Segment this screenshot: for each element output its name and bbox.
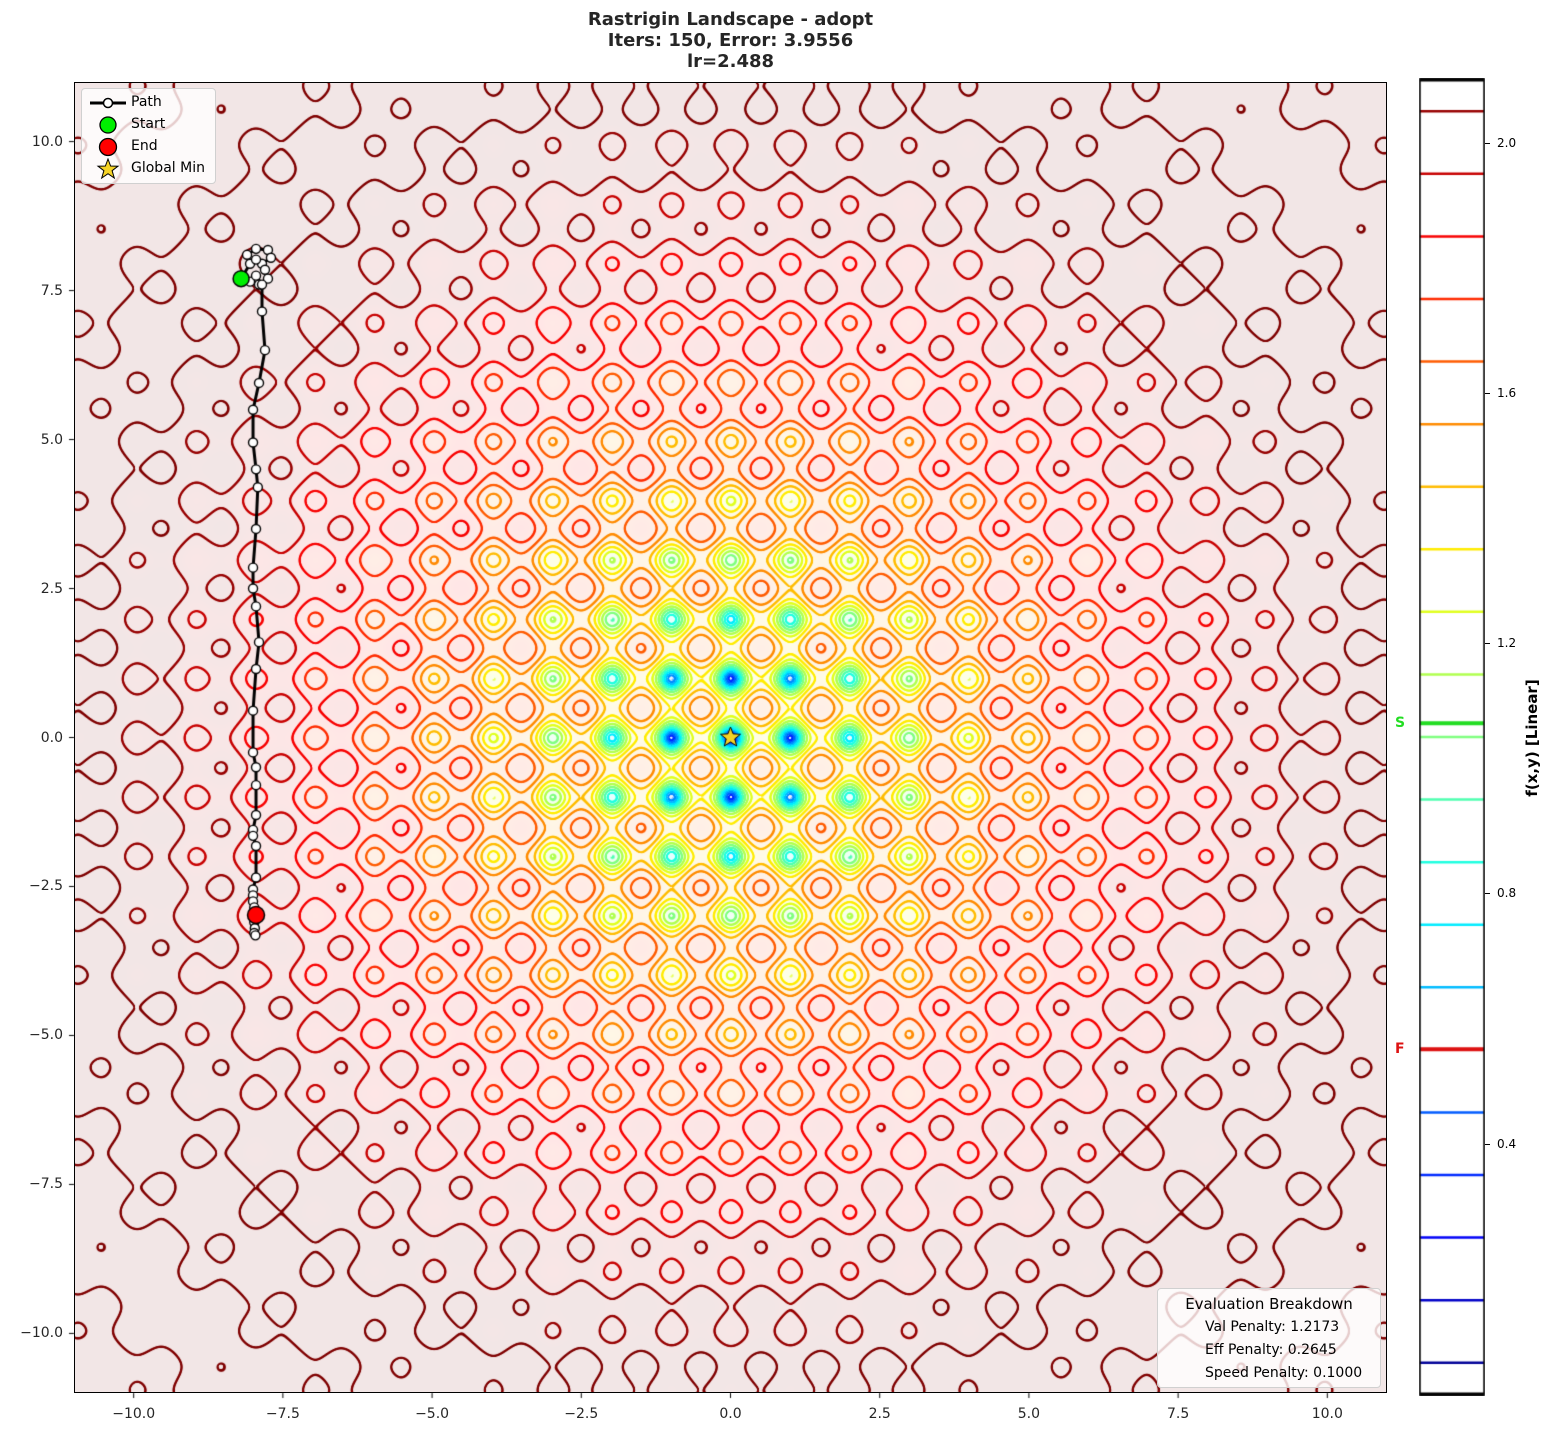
star-icon (96, 158, 120, 180)
x-tick-label: 7.5 (1166, 1406, 1190, 1422)
colorbar-tick-label: 1.2 (1497, 636, 1517, 651)
y-tick-label: 0.0 (40, 729, 63, 746)
legend-item-start: Start (82, 114, 215, 136)
plot-frame (74, 82, 1387, 1393)
y-tick-label: −10.0 (20, 1325, 63, 1342)
x-tick-label: −2.5 (564, 1406, 599, 1422)
colorbar-tick-mark (1485, 142, 1490, 144)
colorbar-start-marker: S (1395, 715, 1406, 732)
evaluation-breakdown-box: Evaluation Breakdown Val Penalty: 1.2173… (1157, 1288, 1381, 1388)
colorbar-final-marker: F (1395, 1041, 1405, 1058)
colorbar-tick-mark (1485, 643, 1490, 645)
colorbar-tick-label: 0.4 (1497, 1136, 1517, 1151)
x-tick-label: −5.0 (415, 1406, 450, 1422)
legend-item-global-min: Global Min (82, 158, 215, 180)
x-tick-label: 2.5 (868, 1406, 891, 1422)
x-tick-label: 0.0 (719, 1406, 742, 1422)
legend-label: End (131, 138, 158, 154)
y-tick-label: −7.5 (29, 1176, 63, 1193)
y-tick-label: −2.5 (29, 878, 63, 895)
start-circle-icon (99, 116, 117, 134)
x-tick-label: 10.0 (1311, 1406, 1343, 1422)
legend-item-end: End (82, 136, 215, 158)
evaluation-title: Evaluation Breakdown (1185, 1295, 1353, 1313)
x-tick-label: −7.5 (265, 1406, 300, 1422)
x-tick-label: −10.0 (112, 1406, 156, 1422)
legend-item-path: Path (82, 92, 215, 114)
end-circle-icon (98, 137, 118, 157)
path-line-icon (90, 97, 126, 109)
colorbar-tick-mark (1485, 1143, 1490, 1145)
eff-penalty: Eff Penalty: 0.2645 (1205, 1342, 1337, 1358)
y-tick-label: 10.0 (31, 133, 63, 150)
colorbar-tick-mark (1485, 392, 1490, 394)
legend-label: Global Min (131, 160, 205, 176)
legend: Path Start End Global Min (81, 88, 216, 184)
y-tick-label: −5.0 (29, 1027, 63, 1044)
colorbar-tick-label: 2.0 (1497, 135, 1517, 150)
legend-label: Path (131, 94, 162, 110)
y-tick-label: 2.5 (40, 580, 63, 597)
colorbar (1419, 78, 1485, 1396)
y-tick-label: 5.0 (40, 431, 63, 448)
y-tick-label: 7.5 (40, 282, 63, 299)
x-tick-label: 5.0 (1017, 1406, 1041, 1422)
speed-penalty: Speed Penalty: 0.1000 (1205, 1365, 1363, 1381)
colorbar-tick-label: 1.6 (1497, 385, 1517, 400)
colorbar-tick-mark (1485, 893, 1490, 895)
colorbar-tick-label: 0.8 (1497, 886, 1517, 901)
colorbar-label: f(x,y) [Linear] (1523, 679, 1541, 797)
val-penalty: Val Penalty: 1.2173 (1205, 1319, 1340, 1335)
legend-label: Start (131, 116, 166, 132)
